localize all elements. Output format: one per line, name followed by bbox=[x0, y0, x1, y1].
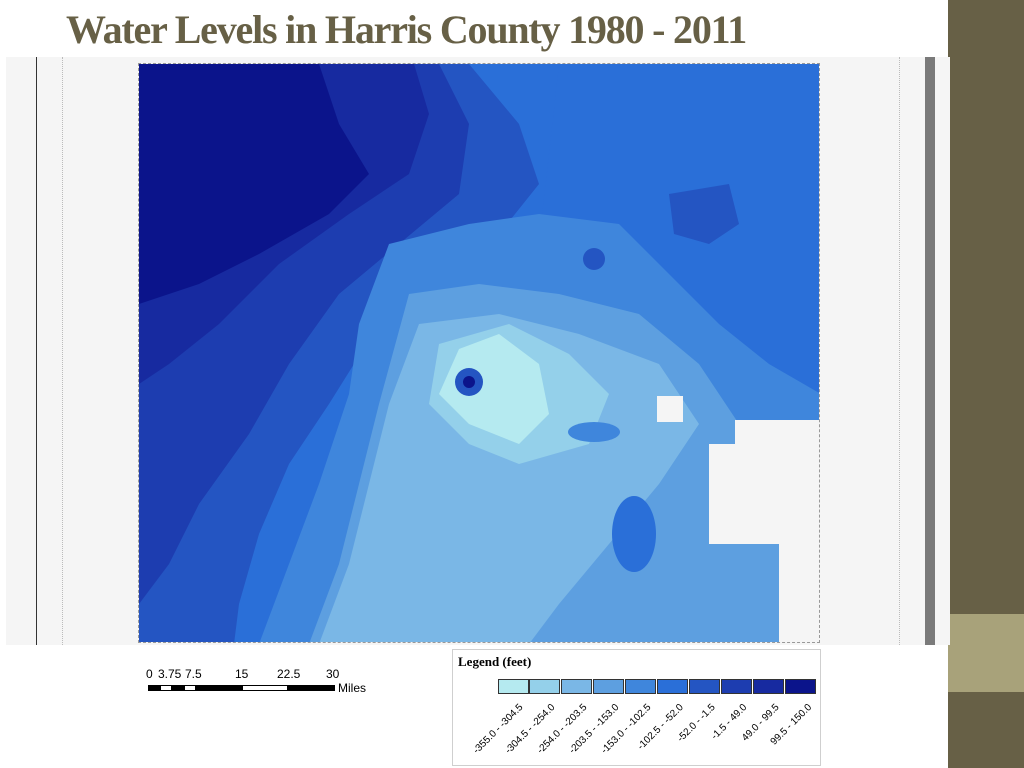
contour-band-nw-core bbox=[139, 64, 369, 304]
scale-units: Miles bbox=[338, 681, 367, 695]
slide-accent-band-light bbox=[948, 614, 1024, 692]
slide-title: Water Levels in Harris County 1980 - 201… bbox=[66, 7, 747, 52]
contour-spot-southeast bbox=[612, 496, 656, 572]
scale-segment-7 bbox=[288, 685, 335, 691]
scale-tick-15: 15 bbox=[235, 667, 249, 681]
scale-segment-5 bbox=[196, 685, 242, 691]
legend-swatch bbox=[561, 679, 592, 694]
scale-tick-3-75: 3.75 bbox=[158, 667, 182, 681]
scale-segment-4 bbox=[184, 685, 196, 691]
legend-title: Legend (feet) bbox=[458, 654, 532, 669]
frame-line-left bbox=[36, 57, 37, 645]
legend-swatch bbox=[529, 679, 560, 694]
water-level-map bbox=[138, 63, 820, 643]
scale-segment-2 bbox=[160, 685, 172, 691]
nodata-patch-2 bbox=[735, 420, 819, 444]
contour-map-svg bbox=[139, 64, 819, 642]
nodata-patch-3 bbox=[709, 444, 819, 544]
scale-segment-3 bbox=[172, 685, 184, 691]
contour-depression-north bbox=[583, 248, 605, 270]
legend-swatch bbox=[625, 679, 656, 694]
contour-depression-center-core bbox=[463, 376, 475, 388]
scale-bar: 0 3.75 7.5 15 22.5 30 Miles bbox=[146, 667, 386, 707]
legend-swatch bbox=[657, 679, 688, 694]
scale-tick-30: 30 bbox=[326, 667, 340, 681]
legend-swatch bbox=[498, 679, 529, 694]
scale-tick-7-5: 7.5 bbox=[185, 667, 202, 681]
legend-swatch bbox=[689, 679, 720, 694]
legend-swatch bbox=[753, 679, 784, 694]
legend-swatch bbox=[721, 679, 752, 694]
scale-segment-1 bbox=[148, 685, 160, 691]
nodata-patch-4 bbox=[779, 544, 819, 642]
scale-segment-6 bbox=[242, 685, 288, 691]
scale-tick-22-5: 22.5 bbox=[277, 667, 301, 681]
legend-swatch bbox=[785, 679, 816, 694]
map-legend: Legend (feet) -355.0 - -304.5 -304.5 - -… bbox=[452, 649, 821, 766]
nodata-patch-1 bbox=[657, 396, 683, 422]
contour-band-core-lightest bbox=[439, 334, 549, 444]
contour-spot-east bbox=[568, 422, 620, 442]
scale-tick-0: 0 bbox=[146, 667, 153, 681]
frame-line-right-dotted bbox=[899, 57, 900, 645]
contour-spot-ne bbox=[669, 184, 739, 244]
legend-swatch bbox=[593, 679, 624, 694]
frame-bar-right bbox=[925, 57, 935, 645]
frame-line-left-dotted bbox=[62, 57, 63, 645]
